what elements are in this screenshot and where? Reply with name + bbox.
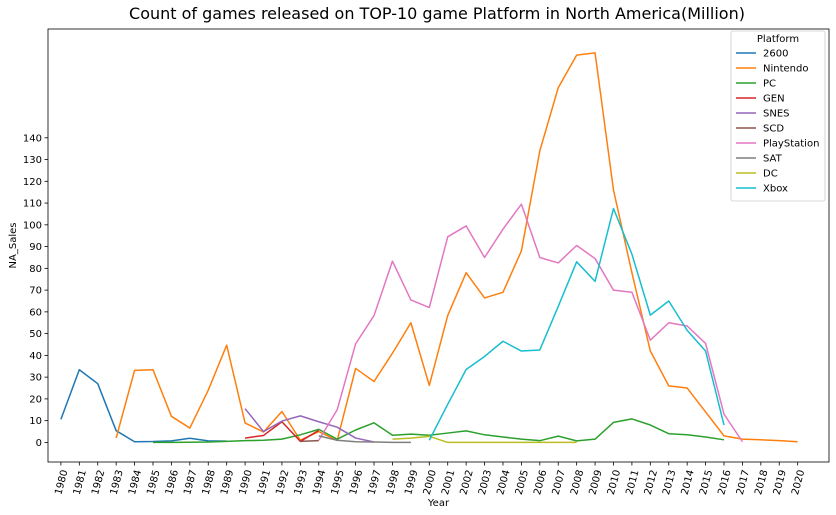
x-tick-label: 2000 (422, 469, 439, 496)
x-tick-label: 2020 (790, 469, 807, 496)
x-tick-label: 1980 (53, 469, 70, 496)
y-tick-label: 130 (23, 155, 42, 166)
y-tick-label: 0 (36, 438, 42, 449)
y-axis-label: NA_Sales (8, 223, 19, 269)
series-line-2600 (60, 368, 227, 443)
x-tick-label: 1994 (311, 469, 328, 496)
x-tick-label: 1985 (145, 469, 162, 496)
x-tick-label: 2001 (440, 469, 457, 496)
x-tick-label: 2009 (588, 469, 605, 496)
series-line-dc (392, 435, 577, 444)
y-tick-label: 10 (29, 416, 42, 427)
x-tick-label: 2017 (735, 469, 752, 496)
legend-label-2600: 2600 (763, 49, 788, 60)
legend-label-playstation: PlayStation (763, 139, 819, 150)
x-tick-label: 2015 (698, 469, 715, 496)
x-tick-label: 2005 (514, 469, 531, 496)
x-tick-label: 1997 (366, 469, 383, 496)
x-tick-label: 1990 (238, 469, 255, 496)
x-tick-label: 2016 (716, 469, 733, 496)
x-tick-label: 1986 (164, 469, 181, 496)
x-tick-label: 2006 (532, 469, 549, 496)
series-line-sat (318, 435, 411, 444)
y-axis: 0 10 20 30 40 50 60 70 80 90 100 110 120 130 140 (23, 133, 48, 449)
x-tick-label: 1982 (90, 469, 107, 496)
x-tick-label: 1993 (293, 469, 310, 496)
x-tick-label: 1983 (109, 469, 126, 496)
y-tick-label: 100 (23, 220, 42, 231)
x-tick-label: 1998 (385, 469, 402, 496)
series-line-playstation (318, 203, 744, 443)
x-tick-label: 2019 (772, 469, 789, 496)
x-tick-label: 1992 (274, 469, 291, 496)
legend-title: Platform (757, 34, 799, 45)
x-tick-label: 2002 (459, 469, 476, 496)
y-tick-label: 140 (23, 133, 42, 144)
legend-label-scd: SCD (763, 124, 784, 135)
x-tick-label: 2014 (680, 469, 697, 496)
x-tick-label: 2003 (477, 469, 494, 496)
legend-label-pc: PC (763, 79, 776, 90)
x-tick-label: 1991 (256, 469, 273, 496)
x-tick-label: 1996 (348, 469, 365, 496)
y-tick-label: 30 (29, 373, 42, 384)
series-line-snes (244, 408, 375, 443)
y-tick-label: 120 (23, 177, 42, 188)
chart-title: Count of games released on TOP-10 game P… (129, 4, 745, 23)
x-tick-label: 2008 (569, 469, 586, 496)
legend-label-nintendo: Nintendo (763, 64, 808, 75)
x-axis: 1980 1981 1982 1983 1984 1985 1986 1987 1988 1989… (53, 462, 807, 496)
x-tick-label: 1989 (219, 469, 236, 496)
x-tick-label: 1987 (182, 469, 199, 496)
y-tick-label: 20 (29, 394, 42, 405)
x-tick-label: 2007 (551, 469, 568, 496)
y-tick-label: 110 (23, 199, 42, 210)
legend-label-gen: GEN (763, 94, 785, 105)
series-line-pc (152, 418, 725, 444)
series-line-nintendo (115, 52, 798, 443)
legend-label-xbox: Xbox (763, 184, 788, 195)
x-tick-label: 1988 (201, 469, 218, 496)
x-tick-label: 1999 (403, 469, 420, 496)
legend-label-sat: SAT (763, 154, 783, 165)
x-tick-label: 2011 (624, 469, 641, 496)
legend: Platform 2600 Nintendo PC GEN SNES SCD PlaySta… (730, 30, 826, 202)
x-axis-label: Year (427, 498, 450, 509)
y-tick-label: 80 (29, 264, 42, 275)
x-tick-label: 2013 (661, 469, 678, 496)
x-tick-label: 2018 (753, 469, 770, 496)
y-tick-label: 40 (29, 351, 42, 362)
legend-label-dc: DC (763, 169, 778, 180)
x-tick-label: 2004 (495, 469, 512, 496)
y-tick-label: 60 (29, 307, 42, 318)
x-tick-label: 2010 (606, 469, 623, 496)
y-tick-label: 90 (29, 242, 42, 253)
plot-area (47, 28, 830, 463)
series-line-xbox (428, 207, 725, 441)
y-tick-label: 50 (29, 329, 42, 340)
x-tick-label: 1995 (330, 469, 347, 496)
legend-label-snes: SNES (763, 109, 790, 120)
y-tick-label: 70 (29, 286, 42, 297)
series-line-scd (300, 439, 319, 443)
x-tick-label: 1984 (127, 469, 144, 496)
series-lines (60, 52, 798, 444)
x-tick-label: 2012 (643, 469, 660, 496)
x-tick-label: 1981 (72, 469, 89, 496)
